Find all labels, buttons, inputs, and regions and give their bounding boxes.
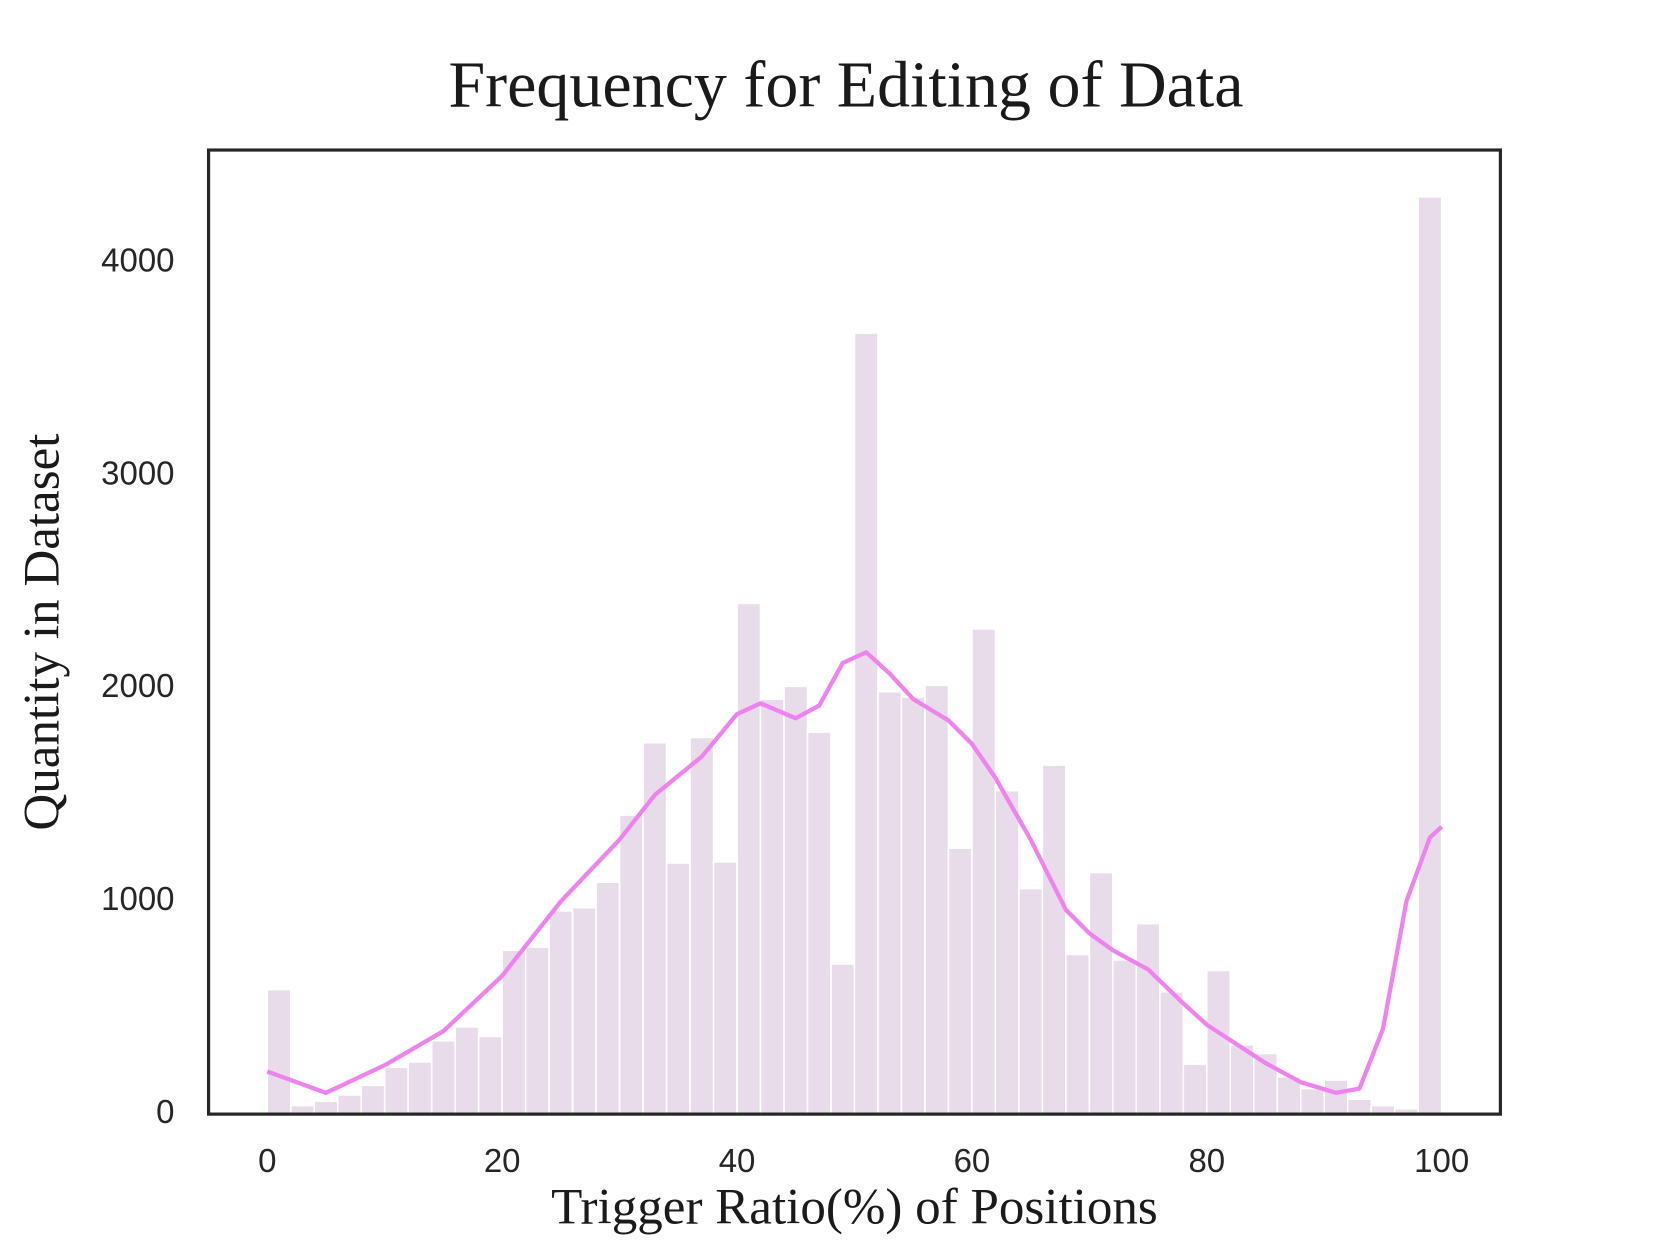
bar: [712, 861, 738, 1115]
bar: [618, 814, 644, 1115]
bar: [947, 847, 973, 1115]
x-axis-label: Trigger Ratio(%) of Positions: [551, 1179, 1158, 1236]
bar: [924, 684, 950, 1115]
x-tick-label: 20: [484, 1142, 521, 1179]
bar: [1205, 969, 1232, 1115]
bar: [853, 332, 879, 1115]
bar: [360, 1084, 386, 1115]
bar: [689, 736, 715, 1115]
bar: [736, 602, 762, 1115]
bar: [642, 741, 668, 1115]
x-tick-label: 80: [1188, 1142, 1225, 1179]
bar: [806, 731, 832, 1115]
y-tick-label: 4000: [101, 242, 174, 279]
bar: [900, 696, 926, 1115]
x-tick-label: 100: [1414, 1142, 1469, 1179]
bar: [665, 862, 691, 1115]
y-tick-label: 3000: [101, 454, 174, 491]
bar: [783, 685, 809, 1115]
bar: [548, 910, 574, 1115]
y-axis-label: Quantity in Dataset: [14, 434, 71, 831]
bar: [1159, 990, 1185, 1115]
bar: [1018, 887, 1044, 1115]
bar: [1323, 1079, 1349, 1115]
plot-frame: [206, 148, 1502, 1116]
bar: [383, 1066, 410, 1115]
bar: [1135, 922, 1161, 1115]
y-tick-label: 0: [156, 1093, 174, 1130]
bar: [1041, 764, 1067, 1115]
bar: [1346, 1098, 1373, 1115]
bar: [759, 698, 785, 1115]
bar: [407, 1061, 433, 1115]
bar: [313, 1100, 339, 1115]
x-tick-label: 40: [719, 1142, 756, 1179]
bar: [501, 949, 527, 1115]
bar: [454, 1026, 480, 1115]
bar: [877, 690, 903, 1115]
bar: [1088, 871, 1114, 1115]
bar: [1299, 1087, 1326, 1115]
bar: [430, 1039, 456, 1115]
kde-line: [266, 650, 1444, 1095]
bar: [1112, 959, 1138, 1115]
x-tick-label: 60: [954, 1142, 991, 1179]
x-tick-label: 0: [258, 1142, 276, 1179]
bar: [571, 906, 597, 1115]
bar: [1417, 196, 1443, 1115]
y-tick-label: 1000: [101, 880, 174, 917]
bar: [994, 789, 1020, 1115]
y-tick-label: 2000: [101, 667, 174, 704]
bar: [477, 1035, 503, 1115]
bar: [830, 963, 856, 1115]
bar: [971, 628, 997, 1115]
bar: [336, 1094, 363, 1115]
chart-title: Frequency for Editing of Data: [448, 48, 1243, 121]
bar: [524, 946, 550, 1115]
bar: [1065, 953, 1091, 1115]
bar: [1182, 1063, 1208, 1115]
bar: [266, 988, 292, 1115]
bar: [595, 881, 621, 1115]
